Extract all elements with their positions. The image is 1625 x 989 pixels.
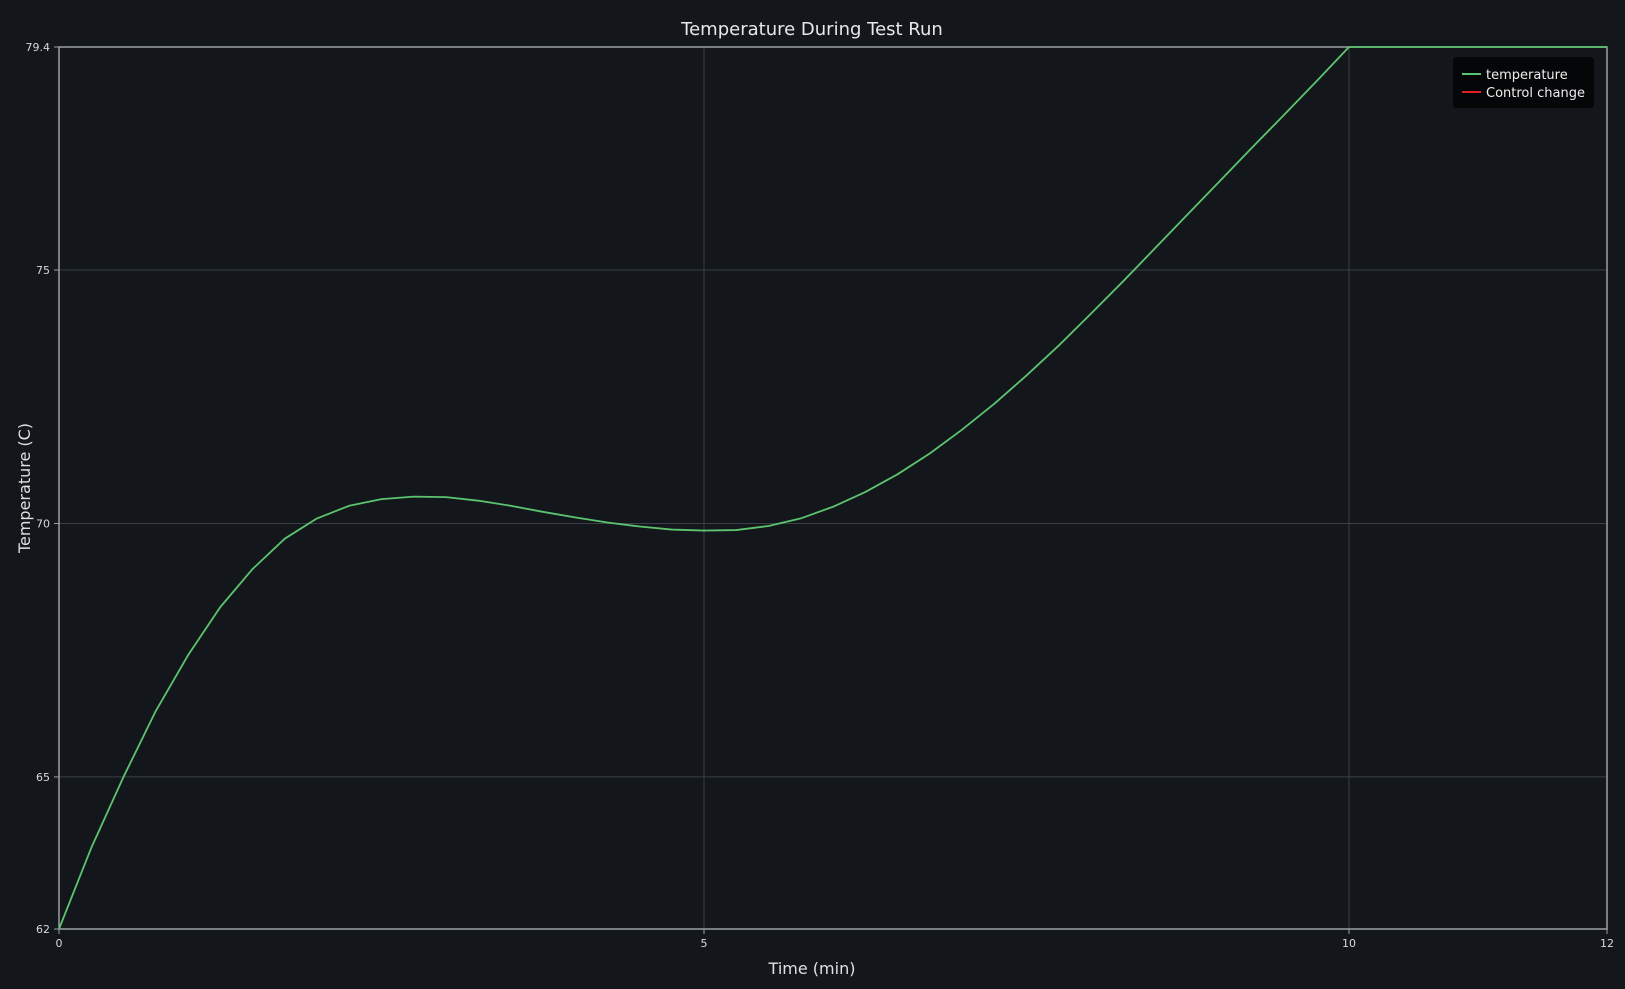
- series-line-temperature: [58, 46, 1607, 930]
- y-axis-ticks: 62 65 70 75 79.4: [26, 41, 59, 936]
- y-tick-label: 62: [36, 923, 50, 936]
- legend-label-control-change: Control change: [1486, 86, 1585, 101]
- legend: temperature Control change: [1453, 57, 1594, 108]
- x-tick-label: 10: [1342, 937, 1356, 950]
- x-axis-ticks: 0 5 10 12: [56, 929, 1614, 950]
- y-tick-label: 79.4: [26, 41, 51, 54]
- plot-area-frame: [58, 46, 1608, 930]
- y-tick-label: 70: [36, 517, 50, 530]
- grid-lines: [59, 47, 1607, 929]
- y-tick-label: 65: [36, 771, 50, 784]
- series-layer: [58, 46, 1607, 930]
- y-tick-label: 75: [36, 264, 50, 277]
- legend-label-temperature: temperature: [1486, 68, 1568, 83]
- x-tick-label: 0: [56, 937, 63, 950]
- y-axis-label: Temperature (C): [15, 423, 34, 554]
- x-axis-label: Time (min): [768, 959, 856, 978]
- legend-box: [1453, 57, 1594, 108]
- chart-title: Temperature During Test Run: [680, 19, 943, 40]
- x-tick-label: 12: [1600, 937, 1614, 950]
- x-tick-label: 5: [701, 937, 708, 950]
